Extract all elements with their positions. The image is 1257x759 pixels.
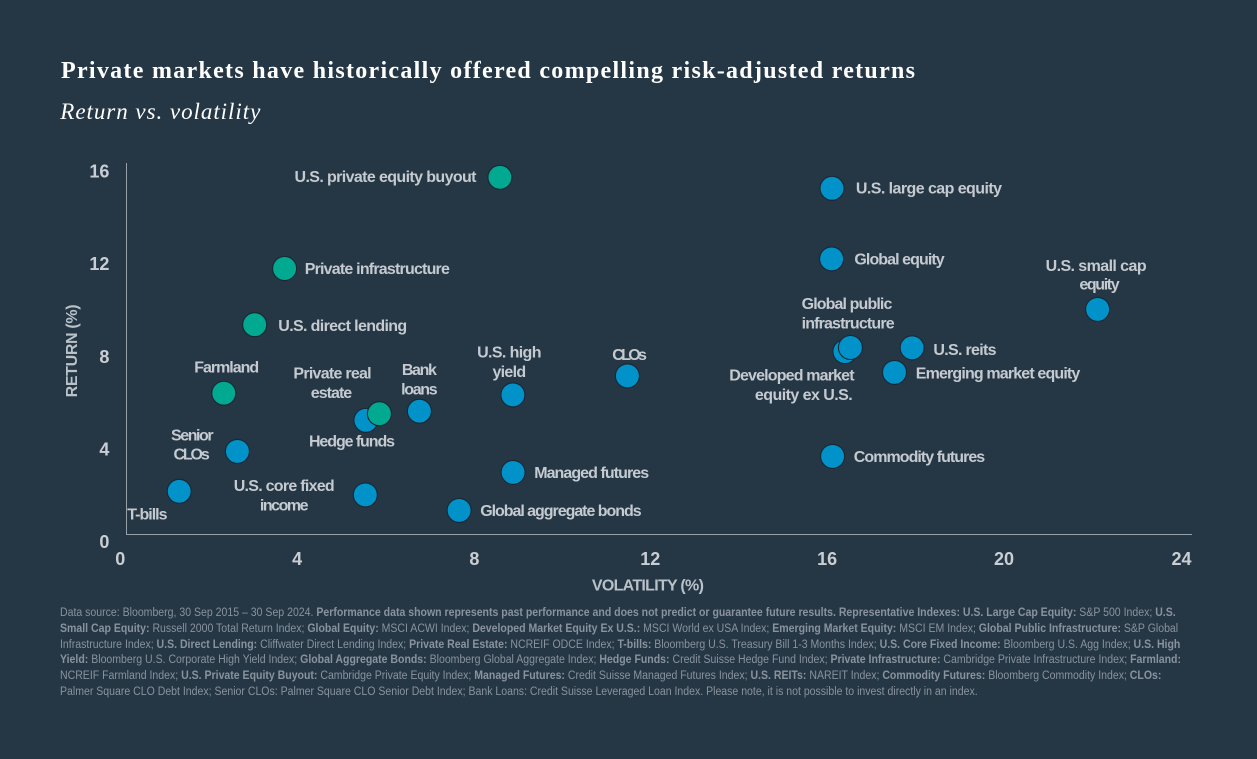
svg-text:16: 16	[817, 549, 837, 569]
svg-text:U.S. direct lending: U.S. direct lending	[278, 318, 407, 335]
svg-text:Hedge funds: Hedge funds	[309, 433, 395, 450]
svg-text:T-bills: T-bills	[127, 507, 167, 524]
svg-text:equity: equity	[1079, 276, 1119, 293]
svg-text:RETURN (%): RETURN (%)	[64, 304, 81, 397]
svg-text:0: 0	[99, 532, 109, 552]
svg-text:Managed futures: Managed futures	[534, 465, 649, 482]
svg-text:infrastructure: infrastructure	[802, 316, 895, 333]
svg-text:U.S. reits: U.S. reits	[933, 342, 996, 359]
svg-text:Senior: Senior	[171, 428, 214, 445]
svg-text:Bank: Bank	[402, 362, 437, 379]
svg-text:U.S. private equity buyout: U.S. private equity buyout	[295, 169, 478, 186]
svg-text:U.S. large cap equity: U.S. large cap equity	[856, 181, 1002, 198]
svg-text:VOLATILITY (%): VOLATILITY (%)	[592, 577, 704, 594]
svg-text:Private real: Private real	[293, 366, 371, 383]
svg-text:income: income	[260, 498, 309, 515]
svg-text:Global aggregate bonds: Global aggregate bonds	[480, 503, 641, 520]
svg-text:CLOs: CLOs	[173, 446, 209, 463]
svg-text:estate: estate	[311, 385, 352, 402]
svg-text:yield: yield	[493, 364, 527, 381]
svg-text:4: 4	[292, 549, 302, 569]
svg-text:16: 16	[89, 162, 109, 182]
svg-text:Global equity: Global equity	[854, 252, 944, 269]
svg-text:Return vs. volatility: Return vs. volatility	[59, 99, 261, 124]
svg-text:12: 12	[640, 549, 660, 569]
svg-text:loans: loans	[401, 382, 438, 399]
svg-text:12: 12	[89, 254, 109, 274]
svg-text:Global public: Global public	[802, 296, 893, 313]
svg-text:24: 24	[1171, 549, 1191, 569]
svg-text:8: 8	[469, 549, 479, 569]
svg-text:Developed market: Developed market	[729, 367, 855, 384]
svg-text:Emerging market equity: Emerging market equity	[916, 366, 1081, 383]
svg-text:CLOs: CLOs	[612, 347, 647, 364]
svg-text:Commodity futures: Commodity futures	[854, 449, 985, 466]
svg-text:U.S. small cap: U.S. small cap	[1046, 258, 1147, 275]
svg-text:Private markets have historica: Private markets have historically offere…	[61, 58, 915, 84]
svg-text:Private infrastructure: Private infrastructure	[305, 261, 450, 278]
svg-text:U.S. high: U.S. high	[477, 344, 541, 361]
svg-text:Farmland: Farmland	[194, 359, 259, 376]
svg-text:4: 4	[99, 440, 109, 460]
svg-text:8: 8	[99, 347, 109, 367]
svg-text:equity ex U.S.: equity ex U.S.	[755, 387, 853, 404]
svg-text:20: 20	[994, 549, 1014, 569]
svg-text:0: 0	[115, 549, 125, 569]
svg-text:U.S. core fixed: U.S. core fixed	[234, 478, 335, 495]
